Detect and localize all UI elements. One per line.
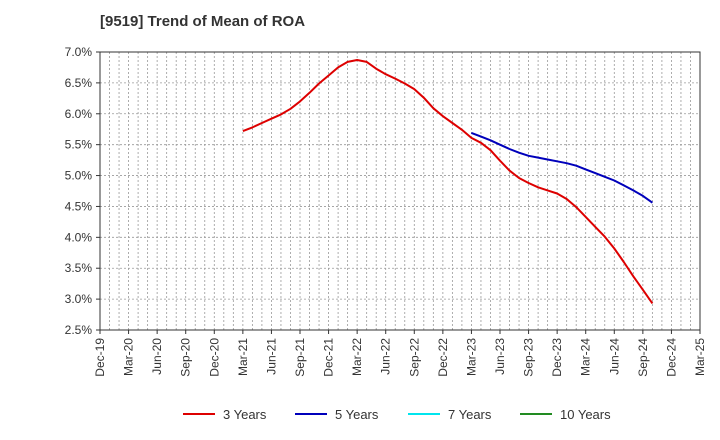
y-axis-ticks: 2.5% 3.0% 3.5% 4.0% 4.5% 5.0% 5.5% 6.0% 6.5% 7.0%: [65, 45, 100, 337]
x-tick-label: Jun-24: [607, 338, 621, 375]
legend: 3 Years 5 Years 7 Years 10 Years: [183, 407, 611, 422]
x-tick-label: Dec-19: [93, 338, 107, 377]
y-tick-label: 5.5%: [65, 138, 93, 152]
series-line-3-years: [242, 59, 654, 304]
legend-label-7-years: 7 Years: [448, 407, 492, 422]
x-tick-label: Sep-21: [293, 338, 307, 377]
x-tick-label: Mar-24: [579, 338, 593, 376]
x-tick-label: Mar-20: [122, 338, 136, 376]
y-tick-label: 7.0%: [65, 45, 93, 59]
x-tick-label: Jun-20: [150, 338, 164, 375]
x-axis-ticks: Dec-19 Mar-20 Jun-20 Sep-20 Dec-20 Mar-21 Jun-…: [93, 330, 707, 377]
x-tick-label: Dec-21: [322, 338, 336, 377]
x-tick-label: Dec-24: [664, 338, 678, 377]
y-tick-label: 3.5%: [65, 261, 93, 275]
grid: [100, 52, 700, 330]
legend-label-10-years: 10 Years: [560, 407, 611, 422]
y-tick-label: 4.0%: [65, 230, 93, 244]
series-line-5-years: [471, 131, 653, 204]
x-tick-label: Jun-22: [379, 338, 393, 375]
legend-label-3-years: 3 Years: [223, 407, 267, 422]
x-tick-label: Dec-23: [550, 338, 564, 377]
x-tick-label: Sep-23: [522, 338, 536, 377]
x-tick-label: Dec-22: [436, 338, 450, 377]
x-tick-label: Jun-23: [493, 338, 507, 375]
x-tick-label: Sep-20: [179, 338, 193, 377]
x-tick-label: Sep-24: [636, 338, 650, 377]
legend-label-5-years: 5 Years: [335, 407, 379, 422]
x-tick-label: Sep-22: [407, 338, 421, 377]
chart-title: [9519] Trend of Mean of ROA: [100, 13, 305, 30]
x-tick-label: Mar-21: [236, 338, 250, 376]
y-tick-label: 6.0%: [65, 107, 93, 121]
y-tick-label: 4.5%: [65, 199, 93, 213]
y-tick-label: 6.5%: [65, 76, 93, 90]
y-tick-label: 2.5%: [65, 323, 93, 337]
y-tick-label: 3.0%: [65, 292, 93, 306]
x-tick-label: Mar-23: [464, 338, 478, 376]
plot-frame: [99, 51, 701, 331]
y-tick-label: 5.0%: [65, 169, 93, 183]
x-tick-label: Jun-21: [264, 338, 278, 375]
series-lines: [242, 59, 654, 304]
x-tick-label: Mar-22: [350, 338, 364, 376]
x-tick-label: Dec-20: [207, 338, 221, 377]
x-tick-label: Mar-25: [693, 338, 707, 376]
